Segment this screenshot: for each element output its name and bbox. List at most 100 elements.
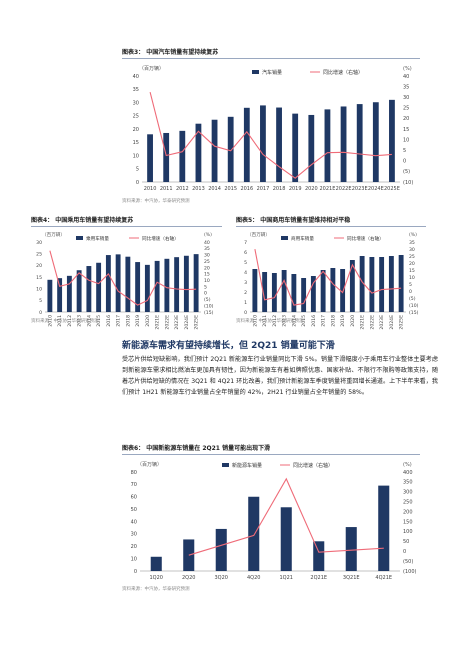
fig3-bar	[195, 123, 202, 182]
fig3-xtick: 2012	[176, 186, 189, 192]
section-heading: 新能源车需求有望持续增长，但 2Q21 销量可能下滑	[122, 341, 335, 351]
fig4-bar	[154, 260, 160, 312]
fig4-bar	[144, 264, 150, 312]
fig5-xtick: 2010	[252, 315, 258, 327]
fig6-xtick: 3Q20	[215, 575, 228, 581]
fig6-title: 图表6： 中国新能源车销量在 2Q21 销量可能出现下滑	[122, 445, 271, 452]
fig5-legend-line-label: 同比增速（右轴）	[347, 235, 384, 242]
fig6-ytick-right: 100	[403, 529, 413, 535]
fig6-unit-right: (%)	[403, 462, 412, 468]
fig4-legend-line-label: 同比增速（右轴）	[142, 235, 179, 242]
fig5-ytick-right: 15	[409, 268, 415, 274]
fig4-bar	[193, 254, 199, 312]
fig3-xtick: 2014	[208, 186, 221, 192]
fig4-growth-line	[49, 250, 197, 306]
fig3-bar	[211, 119, 218, 182]
section-paragraph: 受芯片供给短缺影响，我们预计 2Q21 新能源车行业销量同比下滑 5%。销量下滑…	[122, 356, 438, 396]
fig5-ytick-right: (10)	[409, 303, 419, 309]
fig4-legend-bar-swatch	[76, 236, 83, 240]
fig3-xtick: 2013	[192, 186, 205, 192]
fig4-unit-left: （百万辆）	[42, 231, 65, 238]
fig5-ytick-right: 35	[409, 240, 415, 246]
fig3-ytick-right: 10	[403, 137, 409, 143]
fig5-ytick-left: 3	[244, 280, 247, 286]
fig3-xtick: 2021E	[319, 186, 335, 192]
fig6-ytick-left: 20	[131, 544, 137, 550]
fig6-bar	[150, 556, 162, 571]
fig5-ytick-left: 2	[244, 290, 247, 296]
fig6-ytick-left: 30	[131, 532, 137, 538]
fig3-ytick-left: 25	[133, 114, 139, 120]
fig6-xtick: 2Q21E	[310, 575, 327, 581]
fig4-xtick: 2025E	[194, 315, 200, 330]
fig4-bar	[115, 254, 121, 312]
fig5-ytick-left: 0	[244, 310, 247, 316]
fig6-ytick-left: 70	[131, 482, 137, 488]
fig4-xtick: 2020	[145, 315, 151, 327]
fig5-xtick: 2012	[272, 315, 278, 327]
fig6-ytick-left: 0	[134, 569, 137, 575]
fig4-ytick-right: 0	[204, 291, 207, 297]
fig5-ytick-right: (15)	[409, 310, 419, 316]
fig5-xtick: 2015	[301, 315, 307, 327]
fig4-xtick: 2012	[67, 315, 73, 327]
fig4-ytick-left: 15	[36, 275, 42, 281]
fig6-bar	[248, 496, 260, 571]
fig3-bar	[308, 114, 315, 182]
fig6-xtick: 1Q20	[150, 575, 163, 581]
fig3-ytick-right: 30	[403, 95, 409, 101]
fig5-xtick: 2021E	[360, 315, 366, 330]
fig6-ytick-left: 10	[131, 556, 137, 562]
fig4-xtick: 2015	[96, 315, 102, 327]
fig4-xtick: 2011	[57, 315, 63, 327]
fig5-xtick: 2023E	[379, 315, 385, 330]
fig4-bar	[47, 279, 53, 312]
fig5-ytick-right: (5)	[409, 296, 416, 302]
fig4-xtick: 2022E	[164, 315, 170, 330]
fig6-bar	[378, 485, 390, 571]
fig4-ytick-left: 25	[36, 251, 42, 257]
fig3-ytick-left: 20	[133, 127, 139, 133]
fig6-source: 资料来源：中汽协，华泰研究预测	[122, 587, 190, 592]
fig3-xtick: 2015	[224, 186, 237, 192]
fig3-xtick: 2025E	[384, 186, 400, 192]
fig5-xtick: 2024E	[389, 315, 395, 330]
fig4-ytick-right: 20	[204, 265, 210, 271]
fig6-ytick-left: 60	[131, 495, 137, 501]
fig4-ytick-right: 30	[204, 253, 210, 259]
fig5-bar	[252, 269, 258, 312]
fig3-bar	[179, 130, 186, 182]
fig5-bar	[330, 268, 336, 312]
fig3-title-rule	[122, 58, 420, 59]
fig4-title: 图表4： 中国乘用车销量有望持续复苏	[31, 217, 134, 224]
fig3-bar	[260, 105, 266, 182]
fig4-bar	[164, 258, 170, 312]
fig3-xtick: 2010	[144, 186, 157, 192]
fig6-bar	[280, 507, 292, 571]
fig4-ytick-right: (5)	[204, 297, 211, 303]
fig5-ytick-right: 5	[409, 282, 412, 288]
fig4-xtick: 2017	[116, 315, 122, 327]
fig3-ytick-left: 40	[133, 74, 139, 80]
fig4-bar	[135, 262, 141, 312]
fig3-bar	[324, 109, 331, 182]
fig5-title: 图表5： 中国商用车销量有望维持相对平稳	[236, 217, 351, 224]
fig6-ytick-left: 40	[131, 519, 137, 525]
fig6-legend-bar-swatch	[222, 463, 229, 467]
fig3-ytick-right: 0	[403, 159, 406, 165]
fig3-title: 图表3： 中国汽车销量有望持续复苏	[122, 49, 219, 56]
fig4-bar	[125, 256, 131, 312]
fig3-bar	[227, 116, 234, 182]
fig4-xtick: 2014	[86, 315, 92, 327]
fig5-bar	[379, 257, 385, 312]
fig5-bar	[320, 270, 326, 312]
fig5-xtick: 2014	[291, 315, 297, 327]
fig3-xtick: 2011	[160, 186, 173, 192]
fig6-xtick: 4Q21E	[375, 575, 392, 581]
fig5-bar	[301, 278, 307, 312]
fig6-chart: （百万辆） (%) 新能源车销量 同比增速（右轴） 0 10 20 30 40 50 60 70 80 4…	[131, 461, 417, 581]
fig6-ytick-right: 350	[403, 480, 413, 486]
fig5-xtick: 2016	[311, 315, 317, 327]
fig6-ytick-right: 50	[403, 539, 409, 545]
